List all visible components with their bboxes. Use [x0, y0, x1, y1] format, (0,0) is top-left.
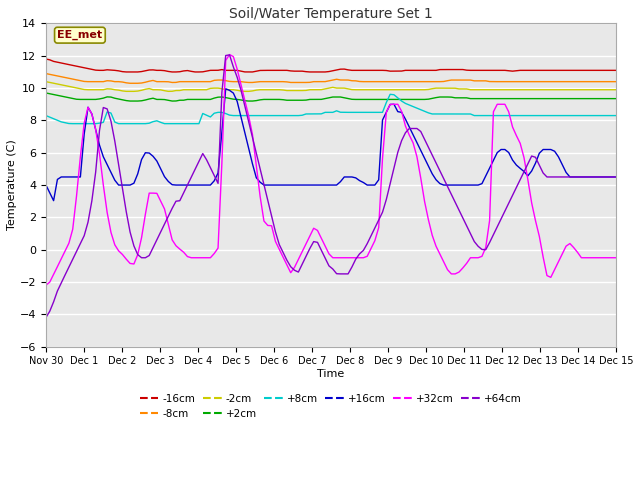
- -2cm: [440, 85, 447, 91]
- -2cm: [234, 87, 241, 93]
- +2cm: [271, 96, 279, 102]
- +2cm: [234, 96, 241, 102]
- +2cm: [344, 96, 352, 101]
- +8cm: [520, 113, 528, 119]
- -8cm: [516, 79, 524, 84]
- +64cm: [367, 233, 375, 239]
- +16cm: [520, 168, 528, 174]
- -8cm: [271, 79, 279, 84]
- +16cm: [371, 182, 379, 188]
- +8cm: [444, 111, 451, 117]
- +32cm: [226, 52, 234, 58]
- +16cm: [348, 174, 356, 180]
- +64cm: [612, 174, 620, 180]
- X-axis label: Time: Time: [317, 369, 344, 379]
- Line: +2cm: +2cm: [46, 93, 616, 101]
- +16cm: [42, 182, 50, 188]
- +64cm: [42, 314, 50, 320]
- +8cm: [387, 91, 394, 97]
- -2cm: [367, 87, 375, 93]
- Y-axis label: Temperature (C): Temperature (C): [7, 140, 17, 230]
- Line: +8cm: +8cm: [46, 94, 616, 124]
- -16cm: [612, 68, 620, 73]
- Line: -2cm: -2cm: [46, 82, 616, 91]
- +16cm: [222, 86, 230, 92]
- +64cm: [226, 52, 234, 58]
- -2cm: [271, 87, 279, 93]
- +2cm: [612, 96, 620, 101]
- +8cm: [234, 113, 241, 119]
- -8cm: [440, 79, 447, 84]
- Line: +32cm: +32cm: [46, 55, 616, 285]
- -16cm: [367, 68, 375, 73]
- -16cm: [122, 69, 130, 75]
- +64cm: [234, 74, 241, 80]
- +32cm: [367, 246, 375, 252]
- +64cm: [440, 176, 447, 181]
- +32cm: [234, 66, 241, 72]
- +32cm: [516, 141, 524, 146]
- -16cm: [344, 67, 352, 73]
- -16cm: [42, 56, 50, 62]
- +16cm: [275, 182, 283, 188]
- +32cm: [344, 255, 352, 261]
- +2cm: [42, 90, 50, 96]
- +32cm: [42, 282, 50, 288]
- Line: +16cm: +16cm: [46, 89, 616, 201]
- -8cm: [42, 71, 50, 76]
- -2cm: [516, 87, 524, 93]
- +32cm: [271, 239, 279, 244]
- -8cm: [612, 79, 620, 84]
- -16cm: [271, 68, 279, 73]
- +64cm: [516, 177, 524, 182]
- +32cm: [612, 255, 620, 261]
- -16cm: [516, 68, 524, 73]
- -16cm: [234, 68, 241, 73]
- -16cm: [440, 67, 447, 72]
- +64cm: [344, 271, 352, 277]
- -2cm: [344, 86, 352, 92]
- +8cm: [271, 113, 279, 119]
- +16cm: [612, 174, 620, 180]
- +2cm: [516, 96, 524, 101]
- +8cm: [42, 113, 50, 119]
- +8cm: [69, 121, 77, 127]
- +2cm: [367, 96, 375, 102]
- Line: -16cm: -16cm: [46, 59, 616, 72]
- Legend: -16cm, -8cm, -2cm, +2cm, +8cm, +16cm, +32cm, +64cm: -16cm, -8cm, -2cm, +2cm, +8cm, +16cm, +3…: [140, 394, 522, 419]
- -2cm: [122, 88, 130, 94]
- Line: +64cm: +64cm: [46, 55, 616, 317]
- +16cm: [237, 114, 245, 120]
- +16cm: [444, 182, 451, 188]
- -8cm: [367, 79, 375, 84]
- +16cm: [50, 198, 58, 204]
- -8cm: [234, 79, 241, 84]
- +2cm: [126, 98, 134, 104]
- +8cm: [344, 109, 352, 115]
- -8cm: [126, 80, 134, 86]
- Text: EE_met: EE_met: [58, 30, 102, 40]
- -2cm: [42, 79, 50, 84]
- -8cm: [344, 77, 352, 83]
- +32cm: [440, 259, 447, 265]
- +2cm: [440, 94, 447, 100]
- +8cm: [367, 109, 375, 115]
- Title: Soil/Water Temperature Set 1: Soil/Water Temperature Set 1: [229, 7, 433, 21]
- +8cm: [612, 113, 620, 119]
- -2cm: [612, 87, 620, 93]
- Line: -8cm: -8cm: [46, 73, 616, 83]
- +64cm: [271, 229, 279, 235]
